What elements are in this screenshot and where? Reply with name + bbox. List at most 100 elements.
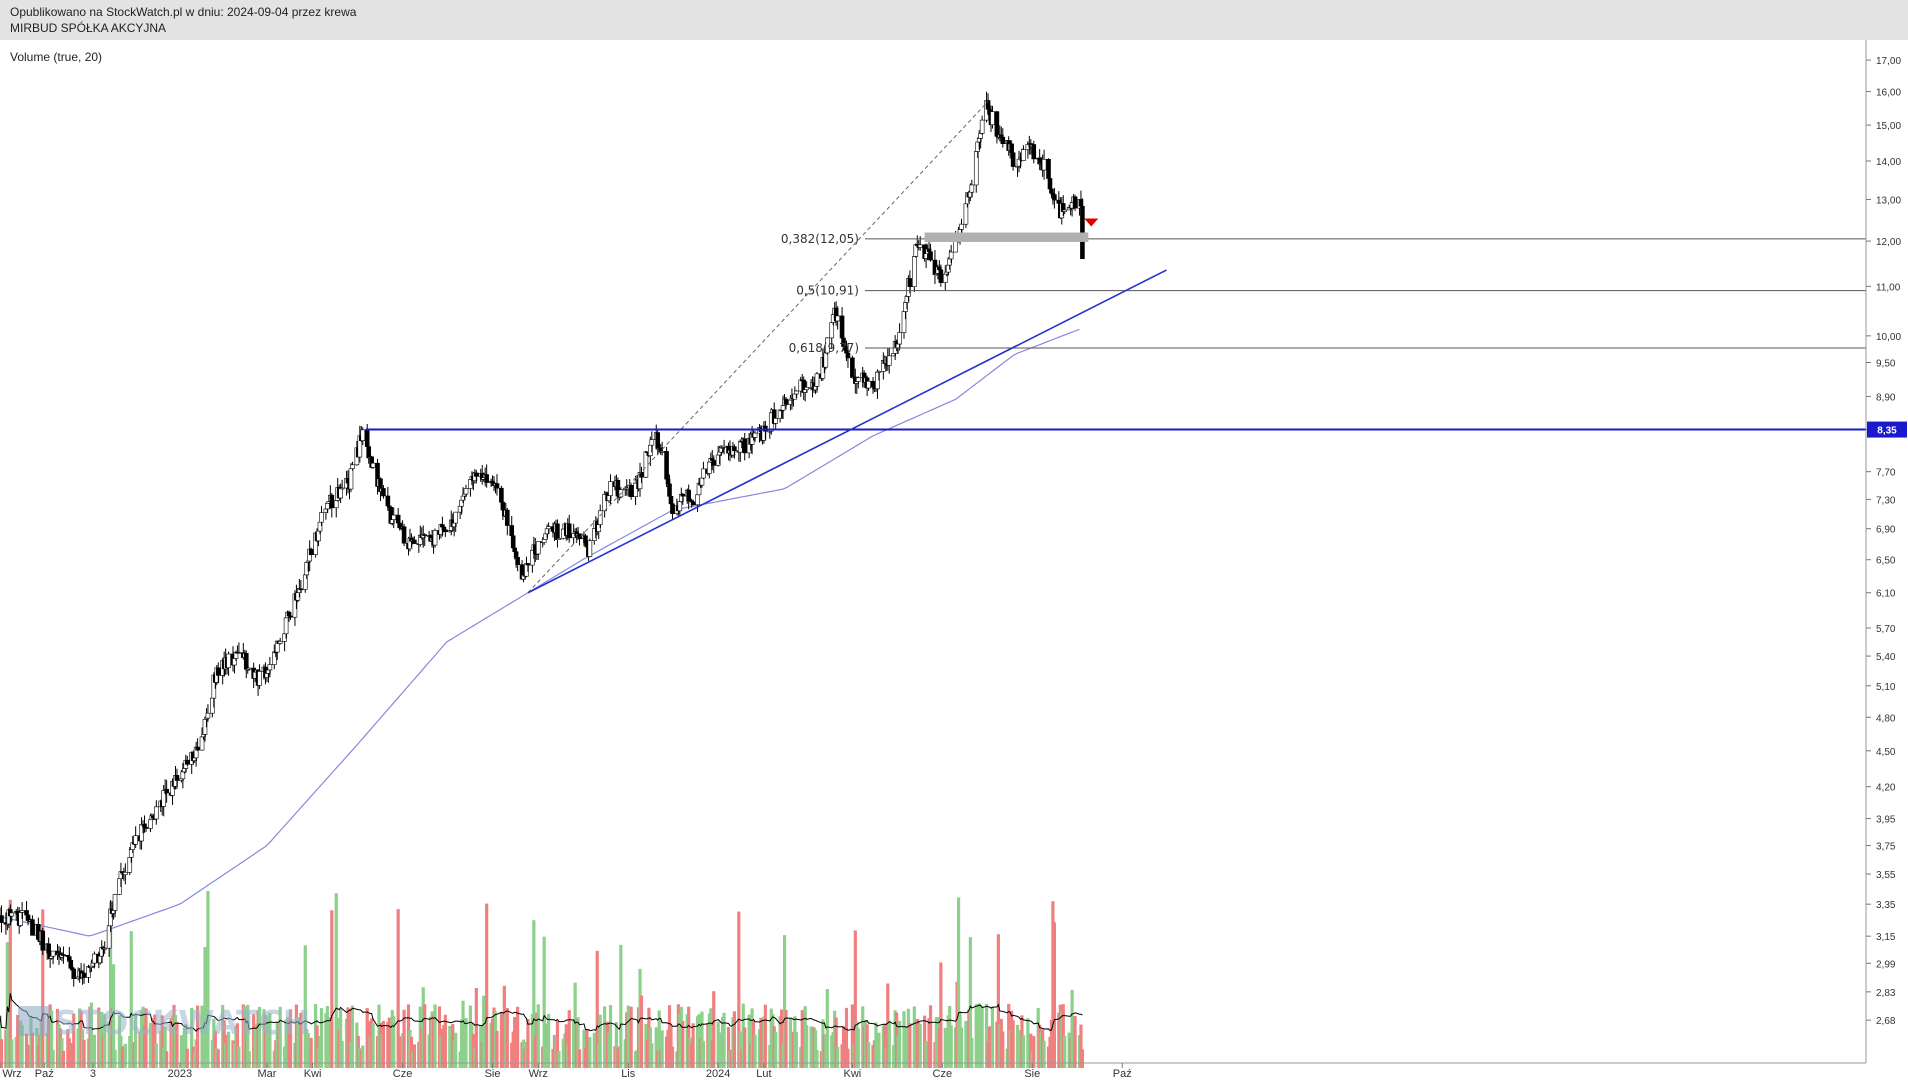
price-tick-label: 12,00	[1876, 237, 1901, 248]
volume-bar	[109, 901, 113, 1068]
support-zone	[924, 232, 1089, 242]
volume-bar	[846, 1048, 850, 1068]
candle-body	[453, 511, 458, 524]
candle-body	[308, 548, 314, 555]
price-tick-label: 13,00	[1876, 196, 1901, 207]
volume-bar	[203, 947, 207, 1068]
volume-bar	[968, 937, 972, 1068]
volume-bar	[853, 930, 857, 1068]
candle-body	[133, 835, 138, 845]
candle-body	[226, 653, 231, 669]
volume-bar	[577, 1049, 582, 1068]
volume-bar	[670, 1046, 675, 1068]
volume-bar	[350, 1005, 355, 1068]
volume-average-line	[0, 993, 1083, 1032]
volume-bar	[782, 935, 787, 1068]
volume-bar	[815, 1050, 819, 1068]
volume-bar	[732, 1011, 737, 1068]
volume-bar	[516, 1006, 520, 1068]
volume-bar	[89, 1002, 94, 1068]
candle-body	[484, 474, 489, 483]
candle-body	[969, 184, 975, 193]
candle-body	[556, 538, 562, 540]
candle-body	[541, 538, 547, 543]
volume-bar	[235, 1023, 240, 1068]
candle-body	[443, 529, 448, 533]
volume-bar	[788, 1017, 793, 1068]
volume-bar	[30, 1032, 35, 1068]
volume-bar	[246, 1004, 250, 1068]
volume-bar	[763, 1004, 767, 1068]
candle-body	[401, 526, 407, 544]
volume-bar	[687, 1006, 691, 1068]
instrument-name: MIRBUD SPÓŁKA AKCYJNA	[10, 21, 167, 35]
candle-body	[1009, 143, 1014, 154]
volume-bar	[319, 1008, 324, 1068]
volume-bar	[949, 1025, 953, 1068]
volume-bars	[0, 890, 1085, 1068]
candle-body	[1080, 205, 1085, 260]
volume-bar	[505, 1007, 509, 1068]
candle-body	[990, 111, 995, 126]
candle-body	[855, 377, 861, 382]
price-tick-label: 3,95	[1876, 815, 1896, 826]
volume-bar	[825, 989, 829, 1068]
candle-body	[184, 759, 190, 765]
volume-bar	[567, 1010, 571, 1068]
candle-body	[1041, 158, 1047, 171]
candle-body	[577, 533, 582, 540]
candle-body	[61, 954, 66, 956]
volume-bar	[454, 1032, 458, 1068]
price-tick-label: 6,90	[1876, 525, 1896, 536]
candle-body	[566, 523, 572, 539]
volume-bar	[850, 1004, 854, 1068]
volume-bar	[588, 1037, 592, 1068]
price-tick-label: 5,40	[1876, 652, 1896, 663]
price-badge-label: 8,35	[1877, 426, 1897, 437]
volume-bar	[959, 1027, 964, 1068]
candle-body	[30, 919, 35, 936]
volume-bar	[866, 1042, 871, 1068]
volume-bar	[144, 1008, 148, 1068]
volume-bar	[701, 1040, 706, 1068]
price-badge	[1867, 421, 1907, 438]
volume-bar	[877, 1032, 881, 1068]
volume-bar	[184, 1024, 188, 1068]
time-tick-label: Cze	[933, 1068, 953, 1080]
candle-body	[1072, 196, 1078, 209]
volume-bar	[681, 1020, 685, 1068]
volume-bar	[747, 1014, 751, 1068]
time-tick-label: Kwi	[844, 1068, 862, 1080]
price-tick-label: 7,30	[1876, 495, 1896, 506]
time-tick-label: Sie	[1024, 1068, 1040, 1080]
volume-bar	[660, 1030, 664, 1068]
price-axis: 17,00 16,00 15,00 14,00 13,00 12,00 11,00 10,00…	[1865, 40, 1907, 1063]
candle-body	[338, 488, 343, 499]
volume-bar	[315, 1025, 319, 1068]
price-tick-label: 2,99	[1876, 959, 1896, 970]
candle-body	[742, 438, 748, 454]
volume-bar	[557, 1051, 561, 1068]
volume-bar	[856, 1028, 860, 1068]
candle-body	[794, 390, 799, 395]
volume-bar	[784, 1009, 788, 1068]
candle-body	[670, 503, 675, 514]
drawing-tools: 0,382(12,05) 0,5(10,91) 0,618(9,77)	[365, 101, 1866, 594]
candle-body	[325, 502, 330, 510]
candle-body	[823, 352, 829, 368]
candle-body	[174, 775, 180, 781]
volume-bar	[175, 1021, 179, 1068]
indicator-label: Volume (true, 20)	[10, 50, 103, 64]
price-tick-label: 4,80	[1876, 713, 1896, 724]
candle-body	[257, 671, 262, 686]
volume-bar	[1063, 1035, 1067, 1068]
volume-bar	[61, 1050, 66, 1068]
volume-bar	[984, 1003, 989, 1068]
volume-bar	[371, 1023, 375, 1068]
volume-bar	[334, 893, 338, 1068]
candle-body	[215, 667, 221, 676]
volume-bar	[163, 1026, 167, 1068]
candle-body	[329, 494, 335, 509]
candle-body	[391, 514, 397, 520]
volume-bar	[154, 1043, 158, 1068]
